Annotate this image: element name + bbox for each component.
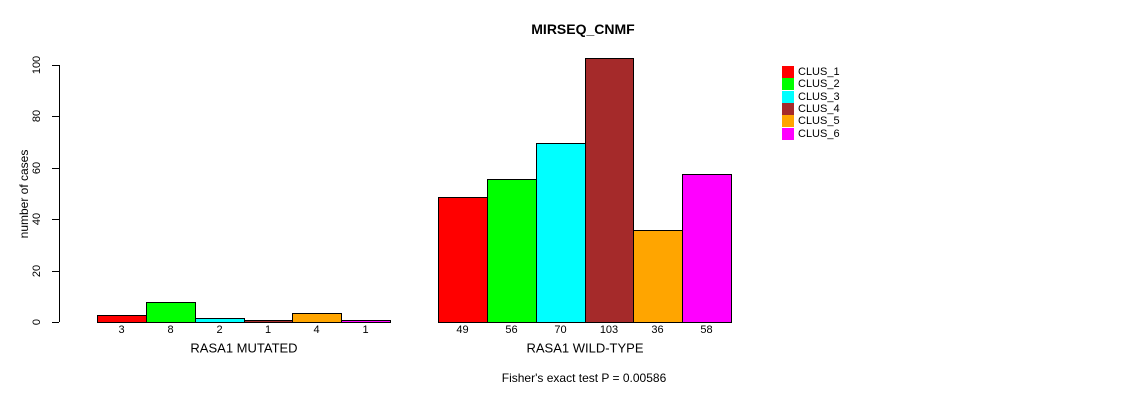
bar-clus-5-group-1	[292, 313, 342, 323]
bar-clus-4-group-2	[585, 58, 634, 323]
y-axis-title: number of cases	[17, 149, 31, 239]
bar-value-label: 1	[362, 324, 369, 336]
legend-label: CLUS_3	[798, 91, 840, 103]
y-tick	[52, 219, 59, 220]
bar-value-label: 4	[313, 324, 320, 336]
legend-label: CLUS_6	[798, 128, 840, 140]
bar-value-label: 3	[118, 324, 125, 336]
bar-clus-4-group-1	[244, 320, 293, 323]
legend-label: CLUS_4	[798, 103, 840, 115]
y-axis-line	[59, 65, 60, 322]
bar-value-label: 56	[505, 324, 518, 336]
bar-value-label: 49	[456, 324, 469, 336]
legend-row: CLUS_2	[782, 78, 840, 90]
legend-swatch	[782, 91, 794, 103]
legend-row: CLUS_3	[782, 91, 840, 103]
y-tick-label: 0	[31, 318, 43, 326]
legend-swatch	[782, 66, 794, 78]
bar-value-label: 2	[216, 324, 223, 336]
x-group-label-mutated: RASA1 MUTATED	[190, 340, 298, 356]
y-tick-label: 20	[31, 264, 43, 278]
legend-label: CLUS_5	[798, 115, 840, 127]
legend-row: CLUS_5	[782, 115, 840, 127]
bar-clus-2-group-1	[146, 302, 196, 323]
chart-title: MIRSEQ_CNMF	[531, 21, 635, 37]
legend-row: CLUS_1	[782, 66, 840, 78]
y-tick-label: 60	[31, 161, 43, 175]
legend-row: CLUS_6	[782, 128, 840, 140]
bar-clus-6-group-2	[682, 174, 732, 323]
bar-clus-5-group-2	[633, 230, 683, 323]
y-tick	[52, 65, 59, 66]
footnote-pvalue: Fisher's exact test P = 0.00586	[501, 371, 667, 385]
legend-swatch	[782, 78, 794, 90]
y-tick	[52, 271, 59, 272]
legend-swatch	[782, 103, 794, 115]
legend-label: CLUS_1	[798, 66, 840, 78]
bar-clus-6-group-1	[341, 320, 391, 323]
bar-value-label: 58	[700, 324, 713, 336]
legend-swatch	[782, 128, 794, 140]
bar-clus-3-group-1	[195, 318, 245, 323]
y-tick-label: 100	[31, 55, 43, 75]
bar-value-label: 70	[554, 324, 567, 336]
bar-clus-2-group-2	[487, 179, 537, 323]
bar-value-label: 8	[167, 324, 174, 336]
legend-label: CLUS_2	[798, 78, 840, 90]
legend-row: CLUS_4	[782, 103, 840, 115]
y-tick	[52, 322, 59, 323]
y-tick	[52, 168, 59, 169]
x-group-label-wild-type: RASA1 WILD-TYPE	[526, 340, 644, 356]
bar-value-label: 1	[264, 324, 272, 336]
y-tick-label: 40	[31, 212, 43, 226]
y-tick-label: 80	[31, 109, 43, 123]
y-tick	[52, 116, 59, 117]
bar-value-label: 103	[599, 324, 619, 336]
bar-clus-1-group-2	[438, 197, 488, 323]
bar-clus-1-group-1	[97, 315, 147, 323]
bar-clus-3-group-2	[536, 143, 586, 323]
legend-swatch	[782, 115, 794, 127]
bar-value-label: 36	[651, 324, 664, 336]
